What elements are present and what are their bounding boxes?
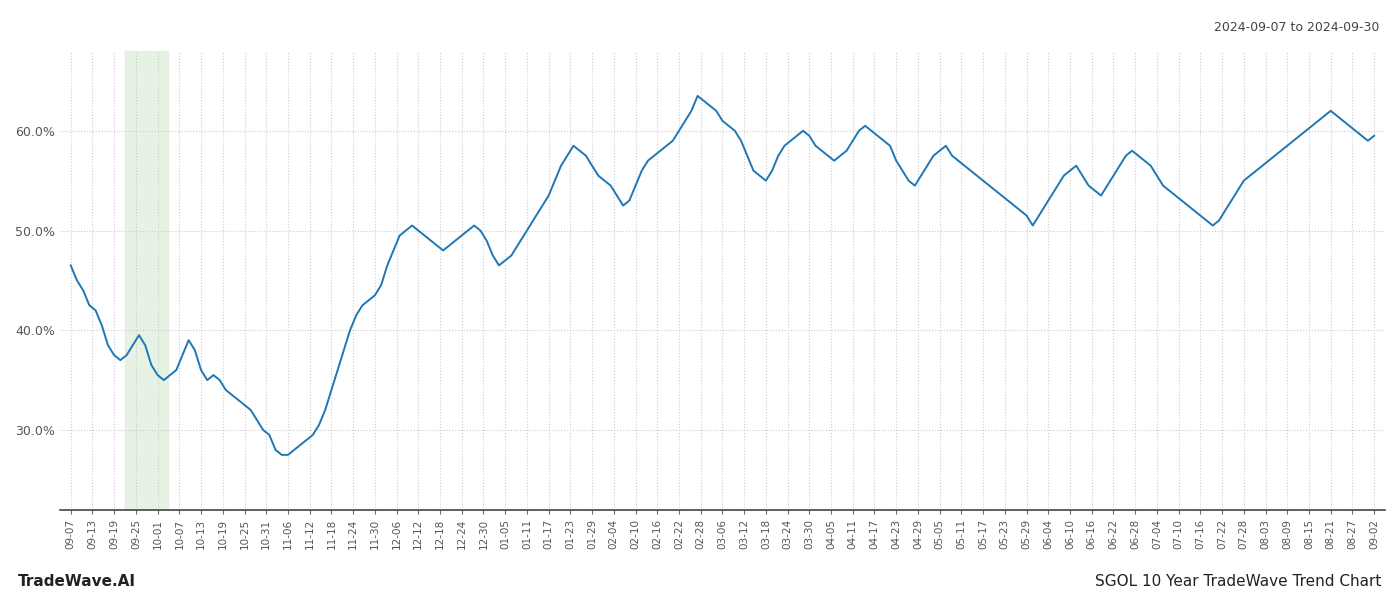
- Text: TradeWave.AI: TradeWave.AI: [18, 574, 136, 589]
- Text: SGOL 10 Year TradeWave Trend Chart: SGOL 10 Year TradeWave Trend Chart: [1095, 574, 1382, 589]
- Bar: [125, 51, 168, 510]
- Text: 2024-09-07 to 2024-09-30: 2024-09-07 to 2024-09-30: [1214, 21, 1379, 34]
